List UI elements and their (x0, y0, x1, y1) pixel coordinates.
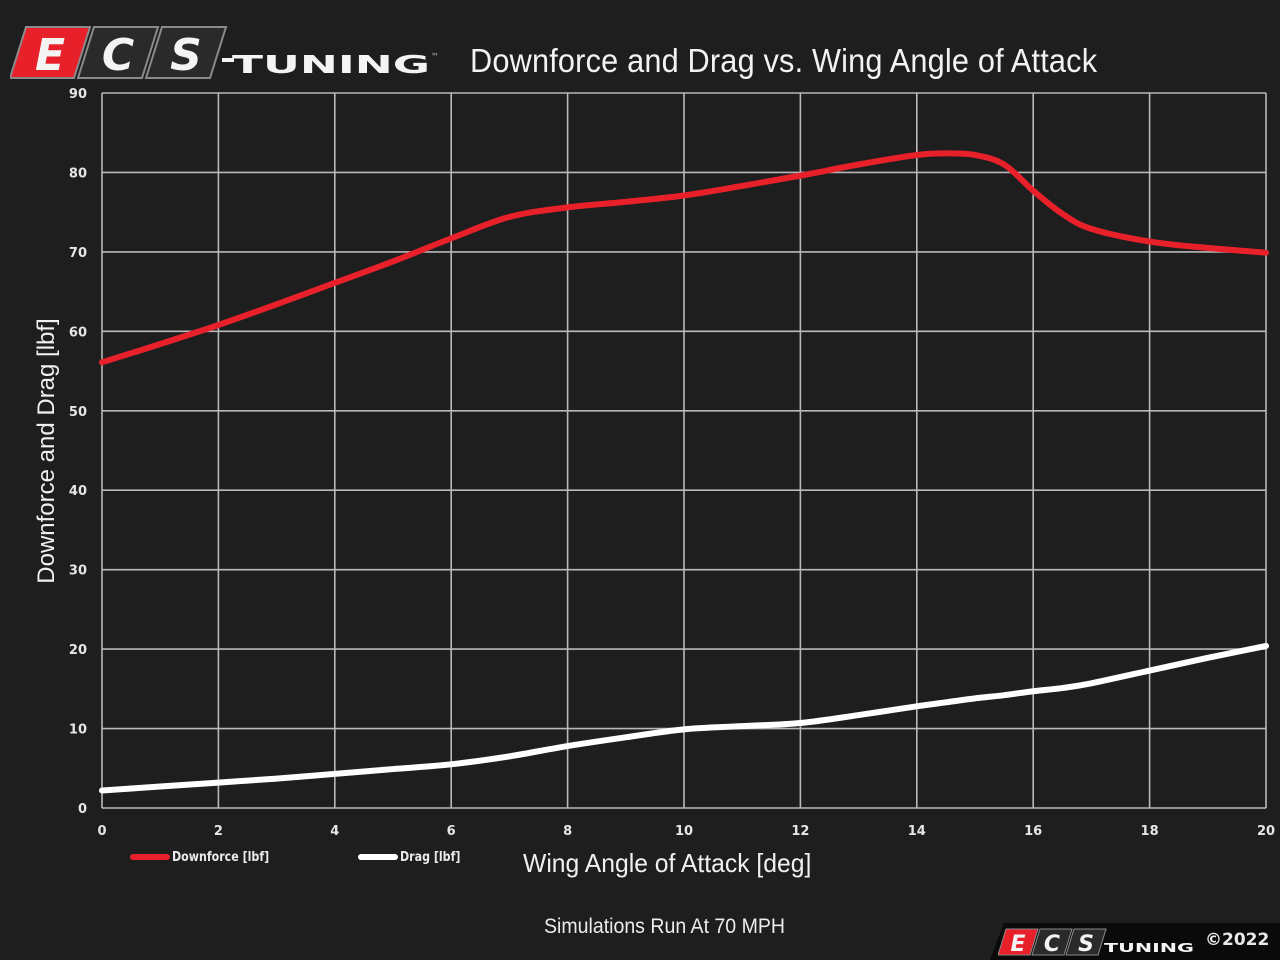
chart-subtitle: Simulations Run At 70 MPH (544, 915, 785, 938)
logo-word-tuning: TUNING (232, 50, 430, 79)
x-tick-label: 14 (908, 824, 926, 839)
legend-item-downforce: Downforce [lbf] (130, 847, 286, 867)
x-tick-label: 16 (1024, 824, 1042, 839)
y-tick-label: 10 (69, 723, 87, 738)
y-tick-label: 80 (69, 166, 87, 181)
chart-title: Downforce and Drag vs. Wing Angle of Att… (470, 42, 1098, 79)
x-tick-label: 10 (675, 824, 693, 839)
copyright-notice: ©2022 (1205, 930, 1270, 950)
footer-logo-letter-c: C (1044, 932, 1060, 956)
y-tick-label: 20 (69, 643, 87, 658)
logo-badge-s: S (144, 26, 228, 80)
legend-label-downforce: Downforce [lbf] (172, 849, 270, 865)
x-tick-label: 0 (97, 824, 106, 839)
legend-item-drag: Drag [lbf] (358, 847, 471, 867)
ecs-tuning-footer-logo: E C S TUNING (998, 928, 1194, 956)
y-tick-label: 30 (69, 564, 87, 579)
logo-letter-e: E (35, 30, 65, 80)
y-tick-label: 0 (78, 802, 87, 817)
x-tick-label: 6 (447, 824, 456, 839)
footer-logo-word-tuning: TUNING (1104, 941, 1194, 955)
downforce-series-line (99, 150, 1269, 366)
x-tick-label: 2 (214, 824, 223, 839)
footer-logo-letter-s: S (1078, 932, 1094, 956)
x-tick-labels: 0 2 4 6 8 10 12 14 16 18 20 (97, 824, 1275, 839)
x-tick-label: 8 (563, 824, 572, 839)
x-axis-label: Wing Angle of Attack [deg] (523, 848, 812, 878)
logo-letter-c: C (102, 30, 134, 80)
y-tick-label: 90 (69, 87, 87, 102)
legend-label-drag: Drag [lbf] (400, 849, 461, 865)
x-tick-label: 20 (1257, 824, 1275, 839)
x-tick-label: 4 (330, 824, 339, 839)
footer-logo-letter-e: E (1010, 932, 1025, 956)
downforce-legend-swatch (130, 854, 170, 860)
logo-trademark: ™ (431, 52, 439, 61)
y-tick-labels: 0 10 20 30 40 50 60 70 80 90 (69, 87, 87, 817)
y-axis-label: Downforce and Drag [lbf] (33, 318, 60, 584)
y-tick-label: 50 (69, 405, 87, 420)
ecs-tuning-logo: E C S TUNING ™ (10, 26, 439, 80)
drag-legend-swatch (358, 854, 398, 860)
x-tick-label: 18 (1141, 824, 1159, 839)
y-tick-label: 70 (69, 246, 87, 261)
y-tick-label: 40 (69, 484, 87, 499)
logo-badge-e: E (10, 26, 92, 80)
logo-badge-c: C (76, 26, 160, 80)
grid-lines (101, 92, 1267, 809)
logo-letter-s: S (170, 30, 202, 80)
x-tick-label: 12 (791, 824, 809, 839)
y-tick-label: 60 (69, 325, 87, 340)
drag-series-line (99, 642, 1269, 794)
